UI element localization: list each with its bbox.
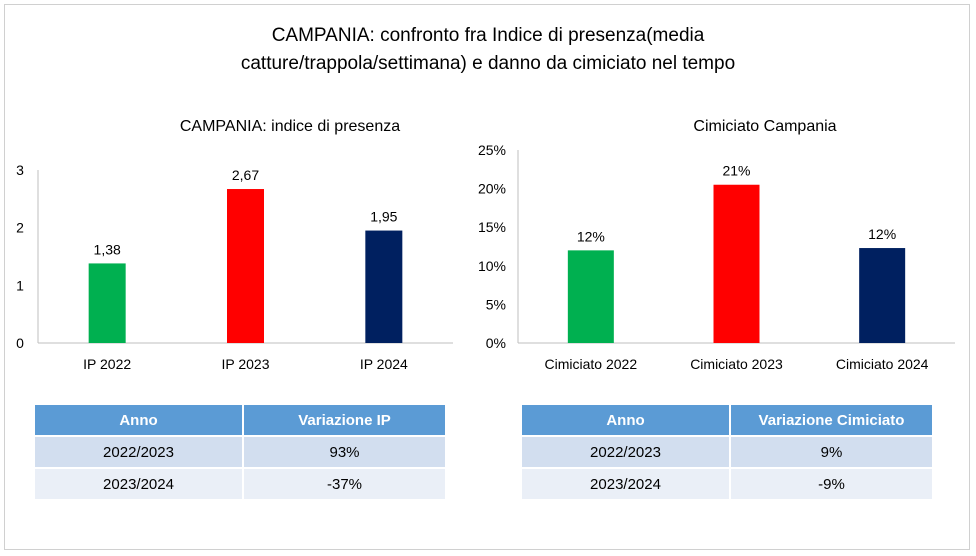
ip-data-label: 1,95	[370, 209, 397, 225]
ip-bar	[88, 263, 126, 343]
cell-anno: 2023/2024	[522, 467, 731, 499]
cell-anno: 2022/2023	[522, 435, 731, 467]
chart-title-ip: CAMPANIA: indice di presenza	[179, 118, 401, 135]
ip-y-tick-label: 0	[16, 335, 24, 351]
cell-variazione: -9%	[731, 467, 932, 499]
table-row: 2022/2023 9%	[522, 435, 932, 467]
cimiciato-y-tick-label: 10%	[478, 258, 506, 274]
cimiciato-y-tick-label: 5%	[486, 296, 506, 312]
header-variazione-cimiciato: Variazione Cimiciato	[731, 405, 932, 435]
cell-anno: 2022/2023	[35, 435, 244, 467]
cell-anno: 2023/2024	[35, 467, 244, 499]
table-row: 2022/2023 93%	[35, 435, 445, 467]
ip-category-label: IP 2024	[360, 356, 408, 372]
figure-frame	[4, 4, 970, 550]
figure-title-line-2: catture/trappola/settimana) e danno da c…	[240, 53, 736, 74]
cell-variazione: 93%	[244, 435, 445, 467]
cell-variazione: 9%	[731, 435, 932, 467]
ip-y-tick-label: 2	[16, 220, 24, 236]
cimiciato-category-label: Cimiciato 2023	[690, 356, 783, 372]
cimiciato-y-tick-label: 0%	[486, 335, 506, 351]
cimiciato-category-label: Cimiciato 2022	[545, 356, 638, 372]
cimiciato-y-tick-label: 15%	[478, 219, 506, 235]
table-row: 2023/2024 -37%	[35, 467, 445, 499]
ip-category-label: IP 2022	[83, 356, 131, 372]
ip-data-label: 1,38	[94, 241, 121, 257]
ip-bar	[227, 189, 264, 343]
ip-y-tick-label: 1	[16, 277, 24, 293]
ip-category-label: IP 2023	[221, 356, 269, 372]
table-variazione-ip: Anno Variazione IP 2022/2023 93% 2023/20…	[35, 405, 445, 499]
cell-variazione: -37%	[244, 467, 445, 499]
chart-cimiciato: 0% 5% 10% 15% 20% 25% 12% Cimiciato 2022 21% Cimi…	[478, 142, 955, 372]
chart-title-cimiciato: Cimiciato Campania	[693, 118, 837, 135]
cimiciato-bar	[567, 250, 614, 343]
cimiciato-bar	[859, 248, 906, 343]
chart-ip: 0 1 2 3 1,38 IP 2022 2,67 IP 2023 1,95 IP 2024	[16, 162, 453, 372]
table-variazione-cimiciato: Anno Variazione Cimiciato 2022/2023 9% 2…	[522, 405, 932, 499]
cimiciato-data-label: 12%	[868, 226, 896, 242]
header-anno: Anno	[35, 405, 244, 435]
cimiciato-data-label: 21%	[722, 163, 750, 179]
table-header-row: Anno Variazione IP	[35, 405, 445, 435]
ip-bar	[365, 230, 403, 343]
figure-title: CAMPANIA: confronto fra Indice di presen…	[0, 22, 976, 78]
ip-data-label: 2,67	[232, 167, 259, 183]
header-variazione-ip: Variazione IP	[244, 405, 445, 435]
table-row: 2023/2024 -9%	[522, 467, 932, 499]
header-anno: Anno	[522, 405, 731, 435]
ip-y-tick-label: 3	[16, 162, 24, 178]
figure-title-line-1: CAMPANIA: confronto fra Indice di presen…	[271, 25, 705, 46]
cimiciato-bar	[713, 184, 760, 343]
table-header-row: Anno Variazione Cimiciato	[522, 405, 932, 435]
cimiciato-y-tick-label: 20%	[478, 181, 506, 197]
cimiciato-y-tick-label: 25%	[478, 142, 506, 158]
cimiciato-category-label: Cimiciato 2024	[836, 356, 929, 372]
cimiciato-data-label: 12%	[577, 228, 605, 244]
